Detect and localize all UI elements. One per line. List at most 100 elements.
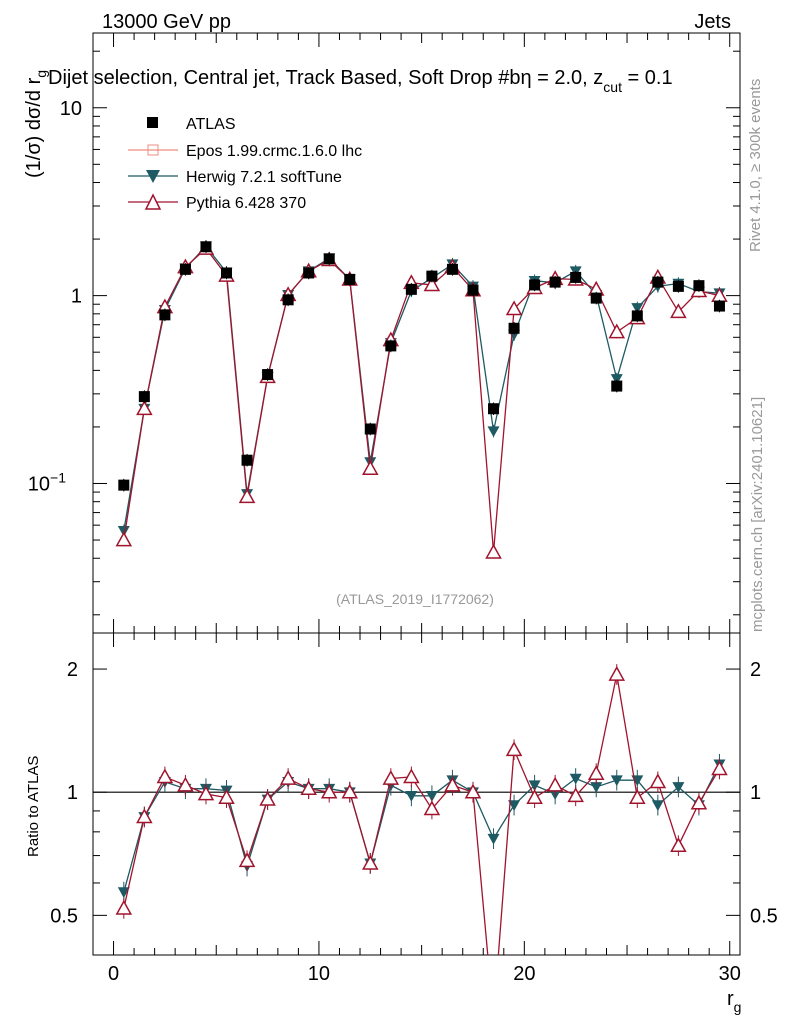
main-pythia-point [423,276,441,292]
xlabel-text: r [727,988,734,1010]
x-tick-label: 20 [513,963,535,985]
ratio-herwig-point [590,782,603,793]
ratio-pythia-point [690,794,708,810]
main-atlas-point [672,280,684,292]
main-pythia-line [123,247,720,553]
main-atlas-point [385,340,397,352]
main-atlas-point [570,271,582,283]
main-pythia-point [115,531,133,547]
main-atlas-point [138,391,150,403]
ratio-herwig-point [672,782,685,793]
rivet-label: Rivet 4.1.0, ≥ 300k events [747,79,764,252]
ratio-herwig-line [123,764,721,893]
main-pythia-point [362,460,379,475]
legend-label-herwig: Herwig 7.2.1 softTune [186,169,342,186]
ratio-pythia-point [197,785,215,801]
main-atlas-point [241,454,253,466]
ratio-y-tick-label: 0.5 [50,905,78,927]
ratio-herwig-point [528,780,541,792]
ratio-pythia-point [608,665,626,681]
main-atlas-point [221,267,233,279]
main-atlas-point [652,276,664,288]
ratio-pythia-point [670,837,687,853]
legend-marker-pythia [144,193,162,210]
main-pythia-point [136,400,153,416]
main-atlas-point [364,423,376,435]
ratio-herwig-point [610,775,623,787]
main-atlas-point [426,270,438,282]
main-herwig-point [487,426,500,438]
ratio-herwig-point [405,790,418,802]
main-atlas-point [631,310,643,322]
ratio-pythia-point [526,789,543,804]
legend: ATLAS Epos 1.99.crmc.1.6.0 lhc Herwig 7.… [128,116,362,212]
main-atlas-point [282,294,294,306]
ratio-pythia-point [341,783,359,799]
plot-title-main: Dijet selection, Central jet, Track Base… [48,67,520,89]
ratio-pythia-point [444,776,461,792]
ratio-pythia-point [403,768,420,784]
legend-label-atlas: ATLAS [186,116,236,133]
ratio-pythia-point [362,854,379,870]
ratio-pythia-point [136,808,153,824]
main-pythia-point [608,323,626,339]
header-right: Jets [694,11,731,33]
plot-title: Dijet selection, Central jet, Track Base… [48,67,673,95]
ratio-pythia-point [259,790,276,806]
y-tick-label: 10 [60,98,82,120]
legend-marker-atlas [147,117,158,128]
main-herwig-line [123,245,720,531]
legend-marker-herwig [146,170,160,183]
ratio-pythia-point [218,789,235,804]
ratio-pythia-point [177,776,194,792]
main-atlas-point [488,403,500,415]
header-left: 13000 GeV pp [102,11,231,33]
ratio-y-tick-label: 1 [67,782,78,804]
ratio-pythia-point [115,899,133,915]
ratio-pythia-point [464,783,482,799]
legend-label-pythia: Pythia 6.428 370 [186,195,306,212]
main-series [115,240,728,559]
main-atlas-point [159,309,171,321]
ratio-herwig-point [508,800,521,812]
main-pythia-point [670,303,687,319]
ratio-pythia-point [320,783,338,799]
main-herwig-point [610,374,623,385]
main-herwig-point [117,525,130,537]
main-atlas-point [549,276,561,288]
main-atlas-point [323,253,335,265]
legend-label-epos: Epos 1.99.crmc.1.6.0 lhc [186,143,362,160]
main-atlas-point [693,280,705,292]
main-atlas-point [446,263,458,275]
ratio-pythia-point [279,769,297,785]
main-pythia-point [238,488,256,504]
ratio-plot-frame [92,632,741,956]
main-atlas-point [262,369,274,381]
plot-title-eta: η = 2.0, z [520,67,603,89]
y-tick-label: 1 [71,286,82,308]
ratio-pythia-point [649,773,667,789]
ratio-herwig-point [651,800,664,812]
ratio-y-tick-label-right: 0.5 [750,905,778,927]
ratio-pythia-point [567,787,584,803]
ratio-pythia-line [123,674,721,955]
main-atlas-point [467,284,479,296]
main-atlas-point [529,279,541,291]
main-atlas-point [590,292,602,304]
main-ylabel: (1/σ) dσ/d rg [23,70,49,178]
ratio-herwig-point [569,773,582,785]
ratio-pythia-point [382,769,400,785]
x-tick-label: 0 [108,963,119,985]
main-atlas-point [303,267,315,279]
x-tick-label: 30 [719,963,741,985]
main-atlas-point [200,241,212,253]
plot-title-sub: cut [603,79,622,95]
main-herwig-point [631,303,644,314]
main-herwig-group [117,240,726,538]
ratio-pythia-point [711,760,728,776]
y-tick-label: 10−1 [28,469,66,495]
main-atlas-point [508,322,520,334]
analysis-tag: (ATLAS_2019_I1772062) [336,591,494,607]
y-tick-exp: −1 [50,469,66,485]
